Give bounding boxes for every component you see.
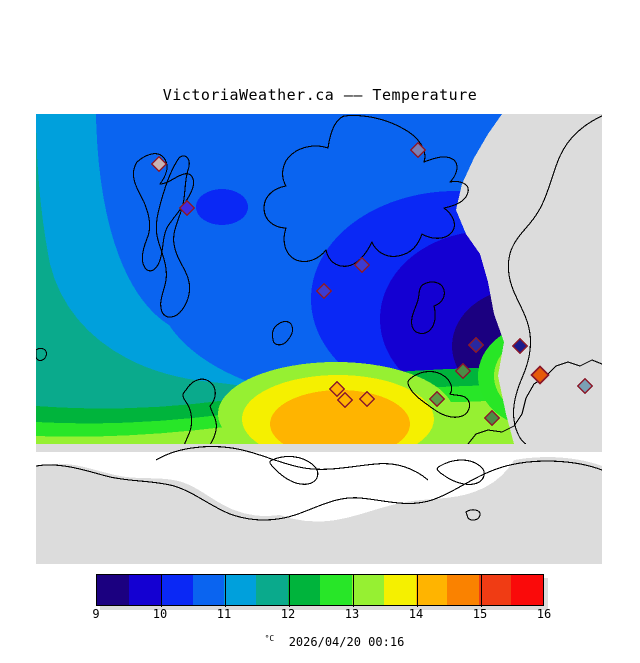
colorbar-label-10: 10 [152, 607, 168, 621]
colorbar-label-11: 11 [216, 607, 232, 621]
landmass-group [456, 114, 602, 444]
colorbar-band-4 [224, 575, 257, 605]
coastline-small-isle [271, 320, 294, 346]
colorbar-tick-labels: 9 10 11 12 13 14 15 16 [0, 607, 640, 621]
colorbar-band-1 [128, 575, 161, 605]
colorbar-bands[interactable] [96, 574, 544, 607]
coastline-north-peninsula [263, 114, 469, 267]
station-marker[interactable] [178, 199, 196, 217]
temperature-map[interactable] [36, 114, 602, 564]
station-marker[interactable] [467, 336, 485, 354]
nodata-white-bay [216, 456, 514, 522]
colorbar-band-9 [383, 575, 416, 605]
station-marker[interactable] [358, 390, 376, 408]
page-title: VictoriaWeather.ca —— Temperature [162, 86, 478, 104]
colorbar-band-8 [351, 575, 384, 605]
map-svg [36, 114, 602, 564]
coastline-tiny-island-west [36, 347, 47, 362]
colorbar-band-6 [288, 575, 321, 605]
station-marker[interactable] [483, 409, 501, 427]
colorbar-tick-11 [225, 575, 226, 607]
coastline-mid-lake [411, 281, 445, 335]
colorbar-band-11 [447, 575, 480, 605]
colorbar-tick-12 [289, 575, 290, 607]
station-marker[interactable] [150, 155, 168, 173]
land-east-shelf [514, 172, 602, 414]
station-marker[interactable] [328, 380, 346, 398]
colorbar-label-15: 15 [472, 607, 488, 621]
coastline-islet-cluster [407, 370, 471, 418]
station-marker[interactable] [409, 141, 427, 159]
station-marker[interactable] [576, 377, 594, 395]
warm-core-sw-14_0 [270, 390, 410, 444]
colorbar-tick-14 [417, 575, 418, 607]
colorbar-label-16: 16 [536, 607, 552, 621]
colorbar-tick-15 [481, 575, 482, 607]
contour-band-10_0-10_5-island [196, 189, 248, 225]
unit-label: °C [264, 634, 275, 643]
weather-map-page: VictoriaWeather.ca —— Temperature [0, 86, 640, 649]
station-marker[interactable] [428, 390, 446, 408]
coastline-south-dot [465, 509, 481, 521]
coastline-se-point [467, 359, 602, 445]
colorbar-tick-10 [161, 575, 162, 607]
station-marker[interactable] [353, 256, 371, 274]
station-marker[interactable] [336, 391, 354, 409]
coastline-central-island [155, 155, 191, 318]
station-markers[interactable] [150, 141, 594, 427]
colorbar-label-12: 12 [280, 607, 296, 621]
coastline-south-shore [36, 460, 602, 521]
colorbar-caption: °C 2026/04/20 00:16 [0, 620, 640, 663]
station-marker[interactable] [454, 362, 472, 380]
timestamp-label: 2026/04/20 00:16 [288, 635, 405, 649]
coastline-nw-island [132, 153, 195, 272]
colorbar-label-14: 14 [408, 607, 424, 621]
station-marker[interactable] [315, 282, 333, 300]
colorbar-band-13 [511, 575, 544, 605]
coastline-south-islet-2 [436, 459, 485, 485]
colorbar-band-2 [160, 575, 193, 605]
colorbar-band-10 [415, 575, 448, 605]
station-marker[interactable] [511, 337, 529, 355]
colorbar-band-3 [192, 575, 225, 605]
colorbar-band-0 [97, 575, 129, 605]
colorbar-band-5 [256, 575, 289, 605]
coastline-south-inner [155, 445, 429, 481]
colorbar-label-13: 13 [344, 607, 360, 621]
colorbar-tick-13 [353, 575, 354, 607]
coastline-group [36, 114, 602, 555]
station-marker[interactable] [530, 365, 550, 385]
colorbar[interactable] [96, 574, 548, 610]
coastline-ne-mainland [507, 115, 602, 445]
colorbar-band-7 [320, 575, 352, 605]
nodata-region [36, 444, 602, 564]
colorbar-label-9: 9 [92, 607, 100, 621]
coastline-south-islet [269, 455, 319, 485]
colorbar-band-12 [479, 575, 512, 605]
